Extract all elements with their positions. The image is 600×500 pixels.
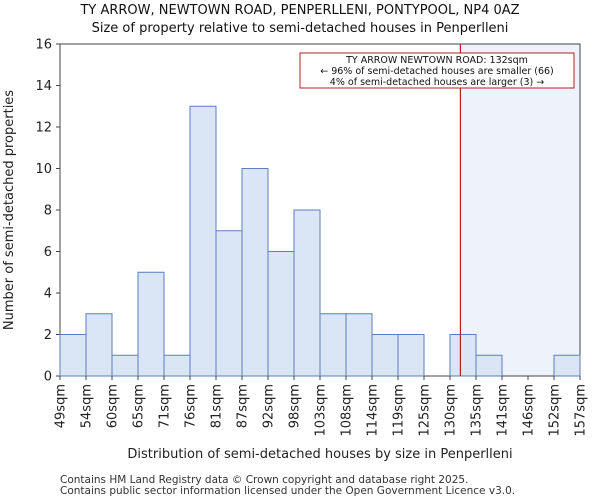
footer-line-1: Contains HM Land Registry data © Crown c… — [60, 474, 469, 486]
chart-title: TY ARROW, NEWTOWN ROAD, PENPERLLENI, PON… — [80, 3, 520, 18]
bar — [111, 354, 139, 377]
bar — [137, 271, 165, 377]
x-tick-label: 141sqm — [496, 384, 511, 437]
x-tick-label: 108sqm — [340, 384, 355, 437]
bar — [449, 334, 477, 377]
bar — [163, 354, 191, 377]
y-tick-label: 10 — [35, 162, 52, 177]
x-tick-label: 65sqm — [132, 384, 147, 428]
chart-subtitle: Size of property relative to semi-detach… — [91, 21, 509, 36]
bar — [553, 354, 581, 377]
x-tick-label: 146sqm — [522, 384, 537, 437]
annotation-line: ← 96% of semi-detached houses are smalle… — [320, 66, 554, 77]
x-tick-label: 87sqm — [236, 384, 251, 428]
x-tick-label: 81sqm — [210, 384, 225, 428]
x-tick-label: 103sqm — [314, 384, 329, 437]
bar — [59, 334, 87, 377]
footer-line-2: Contains public sector information licen… — [60, 485, 516, 497]
y-tick-label: 6 — [44, 245, 52, 260]
x-tick-label: 54sqm — [80, 384, 95, 428]
x-tick-label: 119sqm — [392, 384, 407, 437]
bar — [371, 334, 399, 377]
bar — [267, 251, 295, 377]
y-tick-label: 2 — [44, 328, 52, 343]
x-tick-label: 76sqm — [184, 384, 199, 428]
x-axis-label: Distribution of semi-detached houses by … — [127, 447, 512, 462]
larger-region-shade — [460, 44, 580, 376]
x-tick-label: 98sqm — [288, 384, 303, 428]
x-tick-label: 71sqm — [158, 384, 173, 428]
x-tick-label: 125sqm — [418, 384, 433, 437]
bar — [293, 209, 321, 377]
annotation-line: TY ARROW NEWTOWN ROAD: 132sqm — [345, 55, 528, 66]
y-tick-label: 0 — [44, 370, 52, 385]
x-tick-label: 152sqm — [548, 384, 563, 437]
bar — [85, 313, 113, 377]
y-tick-label: 14 — [35, 79, 52, 94]
bar — [189, 105, 217, 377]
x-tick-label: 157sqm — [574, 384, 589, 437]
bar — [345, 313, 373, 377]
x-tick-label: 60sqm — [106, 384, 121, 428]
bar — [475, 354, 503, 377]
bar — [215, 230, 243, 377]
annotation-box — [299, 52, 575, 89]
x-tick-label: 130sqm — [444, 384, 459, 437]
annotation-line: 4% of semi-detached houses are larger (3… — [330, 77, 544, 88]
x-tick-label: 114sqm — [366, 384, 381, 437]
x-tick-label: 135sqm — [470, 384, 485, 437]
x-tick-label: 49sqm — [54, 384, 69, 428]
y-tick-label: 8 — [44, 204, 52, 219]
bar — [319, 313, 347, 377]
y-tick-label: 12 — [35, 121, 52, 136]
y-axis-label: Number of semi-detached properties — [2, 90, 17, 330]
bar — [397, 334, 425, 377]
x-tick-label: 92sqm — [262, 384, 277, 428]
bar — [241, 168, 269, 377]
y-tick-label: 4 — [44, 287, 52, 302]
y-tick-label: 16 — [35, 38, 52, 53]
